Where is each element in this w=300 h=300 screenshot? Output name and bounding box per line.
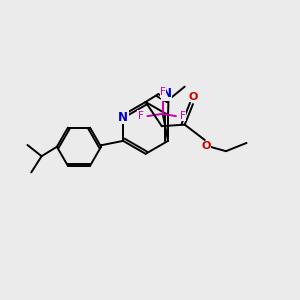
Text: N: N [118,111,128,124]
Text: F: F [179,110,185,121]
Text: F: F [160,87,166,97]
Text: O: O [189,92,198,102]
Text: F: F [138,110,144,121]
Text: N: N [162,87,172,100]
Text: O: O [202,142,211,152]
